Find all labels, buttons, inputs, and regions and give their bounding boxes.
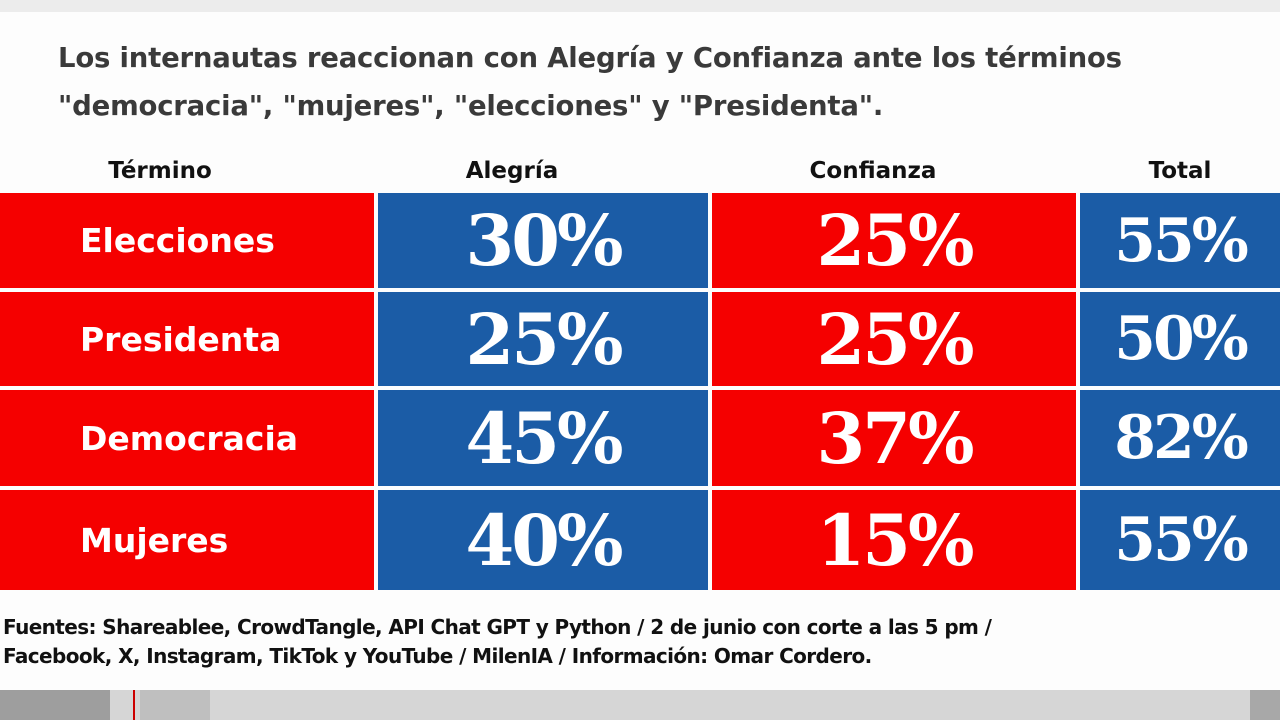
- term-cell: Presidenta: [0, 292, 374, 386]
- term-value: Mujeres: [80, 520, 229, 560]
- total-cell: 82%: [1080, 390, 1280, 486]
- total-cell: 55%: [1080, 193, 1280, 288]
- confianza-cell: 37%: [712, 390, 1076, 486]
- confianza-value: 25%: [816, 199, 975, 282]
- total-value: 55%: [1114, 505, 1249, 575]
- alegria-value: 25%: [465, 297, 624, 381]
- header-confianza: Confianza: [809, 158, 937, 184]
- page-title: Los internautas reaccionan con Alegría y…: [58, 34, 1258, 130]
- alegria-value: 30%: [465, 199, 624, 282]
- term-value: Democracia: [80, 418, 299, 458]
- confianza-value: 15%: [816, 498, 975, 582]
- header-alegria: Alegría: [465, 158, 559, 184]
- total-value: 82%: [1114, 403, 1249, 473]
- footer-line-2: Facebook, X, Instagram, TikTok y YouTube…: [3, 644, 872, 668]
- term-cell: Democracia: [0, 390, 374, 486]
- total-value: 55%: [1114, 205, 1249, 276]
- total-value: 50%: [1114, 304, 1249, 374]
- title-line-1: Los internautas reaccionan con Alegría y…: [58, 42, 1122, 74]
- header-total: Total: [1148, 158, 1212, 184]
- term-value: Presidenta: [80, 319, 282, 359]
- alegria-cell: 45%: [378, 390, 708, 486]
- alegria-value: 45%: [465, 396, 624, 480]
- confianza-cell: 25%: [712, 193, 1076, 288]
- alegria-cell: 40%: [378, 490, 708, 590]
- confianza-value: 37%: [816, 396, 975, 480]
- header-termino: Término: [108, 158, 212, 184]
- term-cell: Mujeres: [0, 490, 374, 590]
- alegria-value: 40%: [465, 498, 624, 582]
- bottom-band: [0, 690, 1280, 720]
- total-cell: 55%: [1080, 490, 1280, 590]
- alegria-cell: 25%: [378, 292, 708, 386]
- total-cell: 50%: [1080, 292, 1280, 386]
- term-value: Elecciones: [80, 221, 275, 260]
- footer-line-1: Fuentes: Shareablee, CrowdTangle, API Ch…: [3, 615, 992, 639]
- title-line-2: "democracia", "mujeres", "elecciones" y …: [58, 90, 884, 122]
- alegria-cell: 30%: [378, 193, 708, 288]
- confianza-cell: 15%: [712, 490, 1076, 590]
- confianza-value: 25%: [816, 297, 975, 381]
- term-cell: Elecciones: [0, 193, 374, 288]
- confianza-cell: 25%: [712, 292, 1076, 386]
- footer-sources: Fuentes: Shareablee, CrowdTangle, API Ch…: [3, 613, 1273, 671]
- top-band: [0, 0, 1280, 12]
